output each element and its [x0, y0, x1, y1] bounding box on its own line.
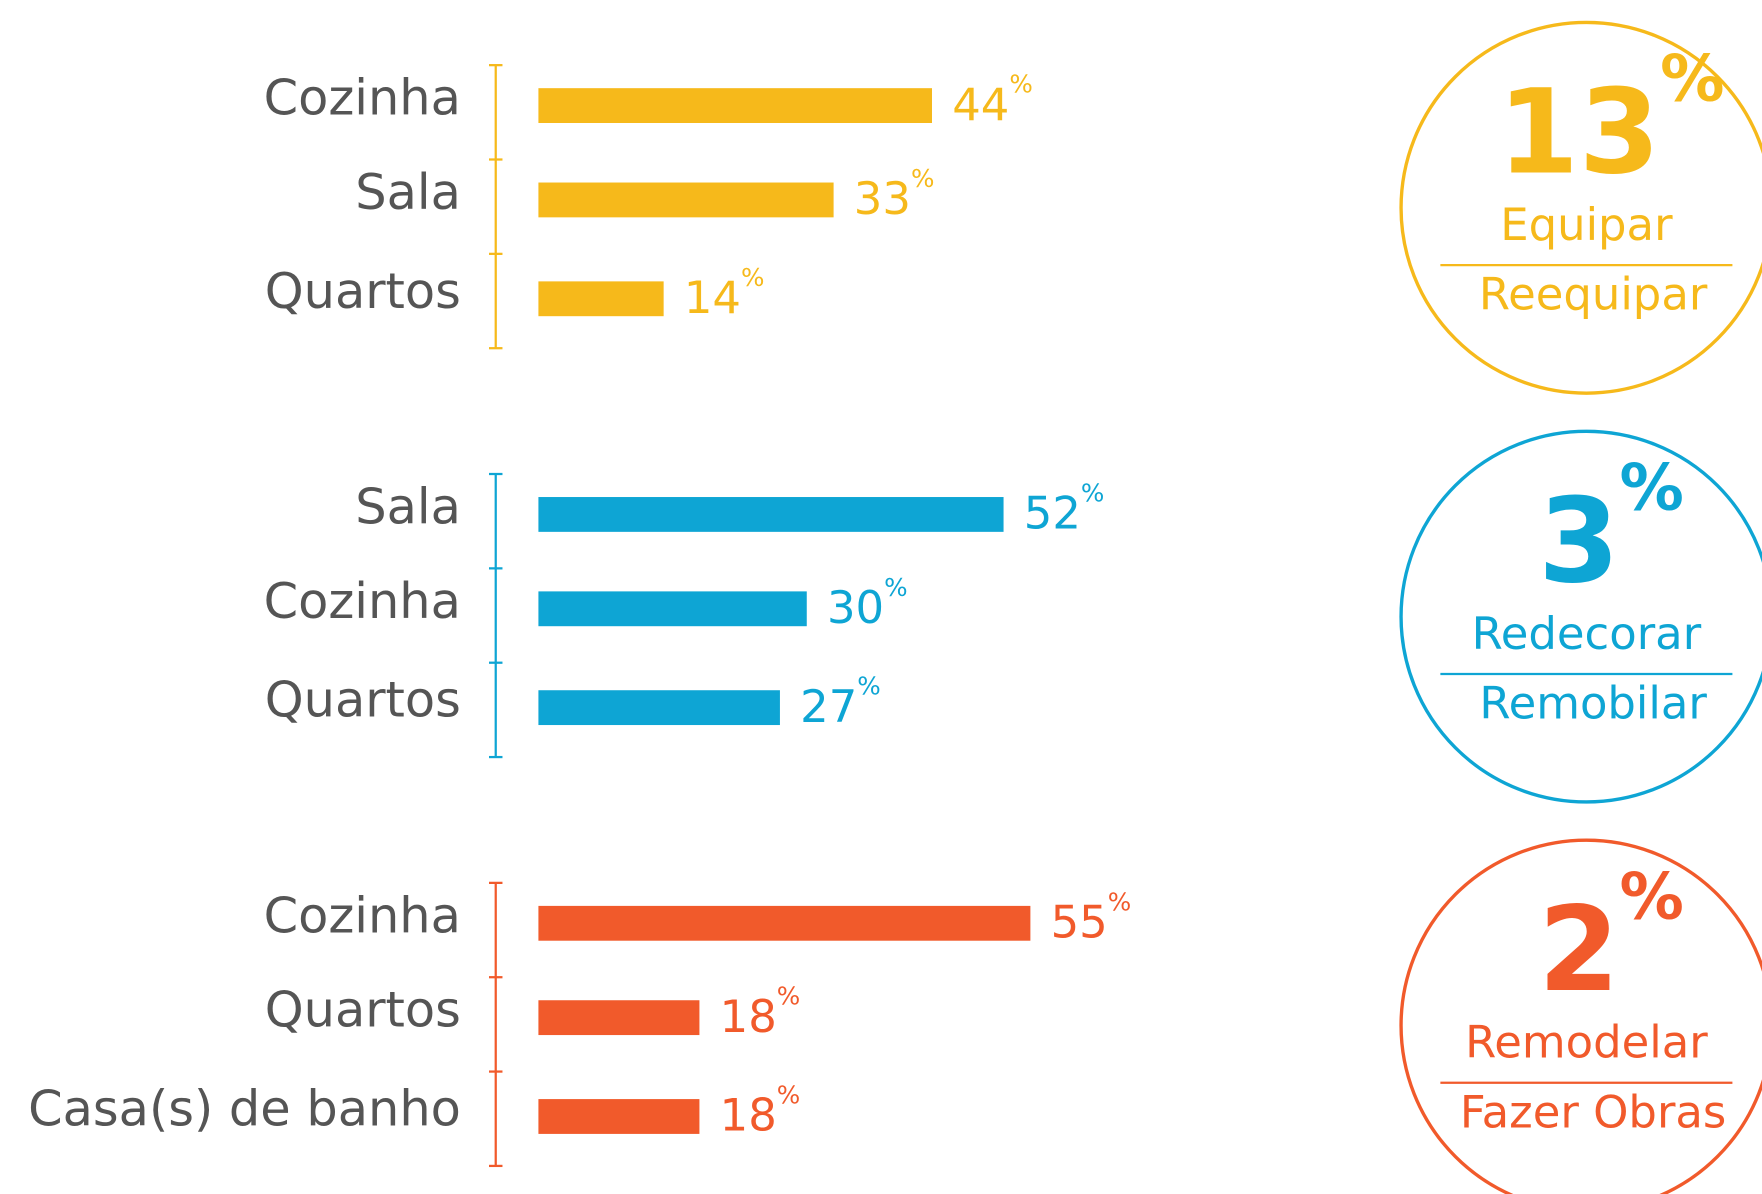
- bar: [538, 88, 932, 123]
- callout-line: Redecorar: [1472, 607, 1702, 660]
- value-label: 55%: [1051, 887, 1132, 948]
- value-label: 52%: [1024, 478, 1105, 539]
- callout-value: 13%: [1498, 41, 1725, 200]
- category-label: Cozinha: [264, 69, 461, 127]
- bar: [538, 690, 780, 726]
- callout-line: Reequipar: [1479, 268, 1708, 321]
- callout-circle: [1399, 20, 1762, 395]
- bar: [538, 281, 664, 317]
- category-label: Cozinha: [264, 572, 461, 630]
- value-label: 18%: [720, 1081, 801, 1142]
- callout-circle: [1399, 429, 1762, 804]
- category-label: Sala: [355, 477, 461, 535]
- callout-circle: [1399, 838, 1762, 1194]
- callout-value: 2%: [1538, 859, 1684, 1018]
- value-label: 30%: [827, 573, 908, 634]
- value-label: 18%: [720, 982, 801, 1043]
- callout-line: Fazer Obras: [1460, 1085, 1726, 1138]
- callout-value: 3%: [1538, 450, 1684, 609]
- callout-line: Remobilar: [1479, 677, 1707, 730]
- category-label: Casa(s) de banho: [28, 1080, 461, 1138]
- value-label: 27%: [800, 672, 881, 733]
- category-label: Sala: [355, 163, 461, 221]
- callout-line: Remodelar: [1465, 1016, 1708, 1069]
- bar: [538, 1099, 700, 1134]
- category-label: Quartos: [265, 671, 461, 729]
- value-label: 33%: [854, 164, 935, 225]
- category-label: Quartos: [265, 981, 461, 1039]
- bar: [538, 591, 807, 627]
- bar: [538, 497, 1004, 532]
- bar: [538, 182, 834, 218]
- bar: [538, 905, 1031, 941]
- category-label: Cozinha: [264, 886, 461, 944]
- bar: [538, 1000, 700, 1036]
- value-label: 14%: [684, 263, 765, 324]
- callout-line: Equipar: [1500, 198, 1673, 251]
- value-label: 44%: [952, 70, 1033, 131]
- category-label: Quartos: [265, 262, 461, 320]
